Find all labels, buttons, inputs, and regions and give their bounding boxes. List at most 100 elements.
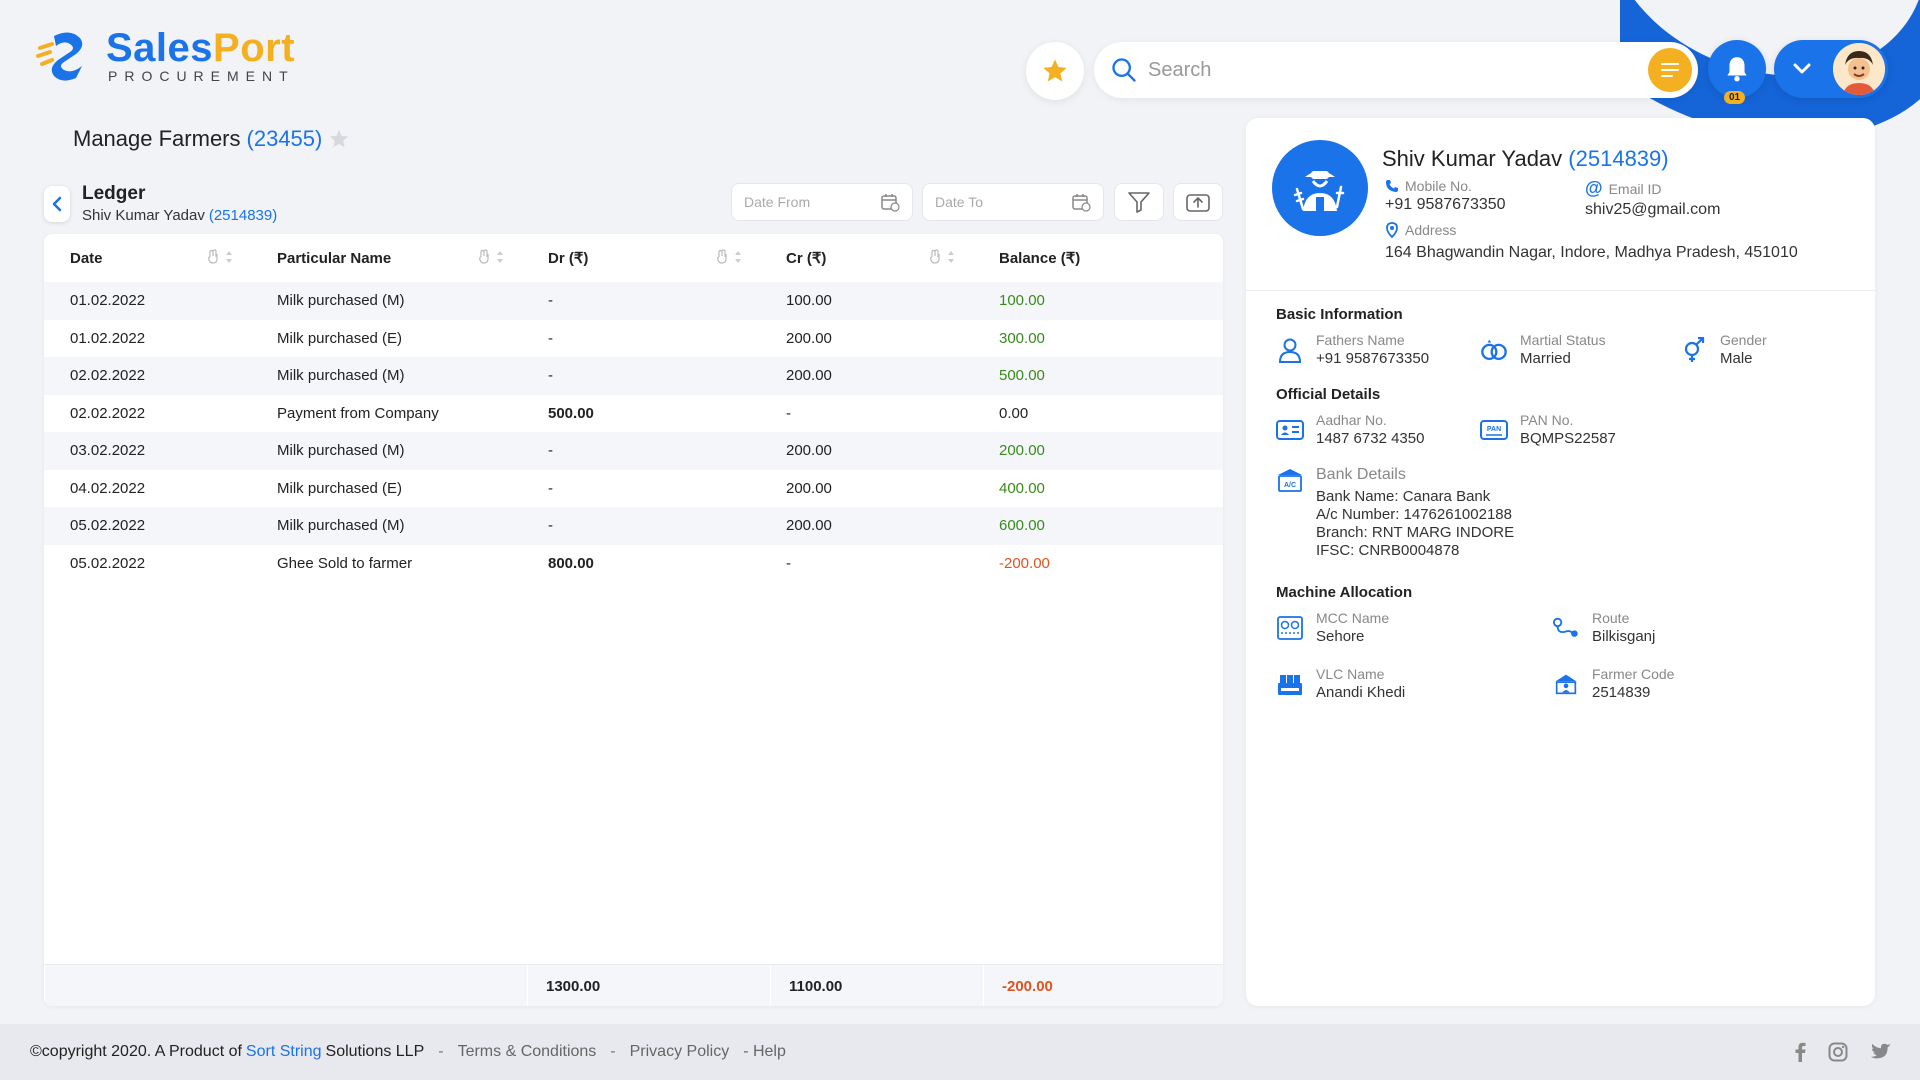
brand-subtitle: PROCUREMENT [108, 68, 295, 84]
cell-cr: 100.00 [760, 282, 973, 320]
farmer-profile-card: Shiv Kumar Yadav (2514839) Mobile No. +9… [1246, 118, 1875, 1006]
column-header-date[interactable]: Date [44, 234, 251, 282]
bank-details-lines: Bank Name: Canara Bank A/c Number: 14762… [1316, 488, 1514, 560]
calendar-icon[interactable] [1071, 192, 1091, 212]
favorites-button[interactable] [1026, 42, 1084, 100]
farmer-count: (23455) [246, 126, 323, 151]
star-outline-icon[interactable] [328, 128, 350, 150]
ledger-header: Ledger Shiv Kumar Yadav (2514839) [44, 184, 277, 224]
calendar-icon[interactable] [880, 192, 900, 212]
footer: ©copyright 2020. A Product of Sort Strin… [0, 1024, 1920, 1080]
cell-dr: - [548, 479, 553, 497]
notifications-button[interactable]: 01 [1708, 40, 1766, 104]
user-avatar[interactable] [1833, 43, 1885, 95]
star-icon [1043, 59, 1067, 82]
chevron-down-icon[interactable] [1774, 63, 1830, 75]
cell-dr: - [522, 357, 760, 395]
table-row[interactable]: 05.02.2022 Ghee Sold to farmer 800.00 - -200… [44, 545, 1223, 583]
search-icon[interactable] [1110, 56, 1138, 84]
table-row[interactable]: 02.02.2022 Milk purchased (M) -200.00 500.0… [44, 357, 1223, 395]
fathers-name-info: Fathers Name +91 9587673350 [1276, 332, 1429, 367]
menu-button[interactable] [1648, 48, 1692, 92]
cell-particular: Milk purchased (E) [277, 329, 403, 347]
column-header-particular[interactable]: Particular Name [251, 234, 522, 282]
cell-cr: - [786, 404, 791, 422]
cell-particular: Milk purchased (M) [251, 507, 522, 545]
bank-account-number: A/c Number: 1476261002188 [1316, 506, 1512, 523]
export-button[interactable] [1173, 183, 1223, 221]
search-input[interactable] [1148, 58, 1628, 82]
email-address: shiv25@gmail.com [1585, 201, 1721, 218]
column-header-balance[interactable]: Balance (₹) [999, 250, 1081, 267]
table-row[interactable]: 04.02.2022 Milk purchased (E) - 200.00 400.0… [44, 470, 1223, 508]
filter-button[interactable] [1114, 183, 1164, 221]
filter-icon [1128, 192, 1150, 213]
svg-text:PAN: PAN [1487, 426, 1501, 433]
date-to-input[interactable] [935, 194, 1055, 210]
privacy-link[interactable]: Privacy Policy [629, 1043, 730, 1060]
pan-card-icon: PAN [1480, 420, 1508, 440]
location-pin-icon [1386, 222, 1398, 238]
cell-date: 01.02.2022 [44, 282, 251, 320]
rings-icon [1481, 339, 1507, 361]
cell-dr: 800.00 [548, 554, 594, 572]
sort-icon[interactable] [716, 249, 742, 265]
sort-icon[interactable] [207, 249, 233, 265]
ledger-subtitle: Shiv Kumar Yadav (2514839) [82, 207, 277, 224]
ledger-table: Date Particular Name Dr (₹) Cr (₹) Balan… [44, 234, 1223, 582]
sort-icon[interactable] [929, 249, 955, 265]
bank-icon: A/C [1278, 469, 1302, 492]
date-from-field[interactable] [731, 183, 913, 221]
instagram-icon[interactable] [1828, 1042, 1848, 1062]
help-link[interactable]: - Help [743, 1043, 786, 1060]
table-row[interactable]: 03.02.2022 Milk purchased (M) -200.00 200.0… [44, 432, 1223, 470]
user-menu[interactable] [1774, 40, 1888, 98]
cell-dr: - [548, 329, 553, 347]
route-icon [1552, 617, 1578, 637]
mobile-number: +91 9587673350 [1385, 196, 1506, 213]
table-row[interactable]: 01.02.2022 Milk purchased (M) -100.00 100.0… [44, 282, 1223, 320]
address-info: Address 164 Bhagwandin Nagar, Indore, Ma… [1385, 222, 1798, 261]
table-row[interactable]: 01.02.2022 Milk purchased (E) - 200.00 300.0… [44, 320, 1223, 358]
page-title-text: Manage Farmers [73, 126, 241, 151]
ledger-table-card: Date Particular Name Dr (₹) Cr (₹) Balan… [44, 234, 1223, 1006]
cell-balance: 100.00 [973, 282, 1223, 320]
cell-cr: 200.00 [786, 479, 832, 497]
cell-date: 01.02.2022 [70, 329, 146, 347]
farmer-avatar [1272, 140, 1368, 236]
brand-logo[interactable]: SalesPort PROCUREMENT [36, 26, 295, 86]
cell-balance: 400.00 [999, 479, 1045, 497]
totals-row: 1300.00 1100.00 -200.00 [44, 964, 1223, 1006]
at-icon: @ [1585, 178, 1603, 198]
table-row[interactable]: 02.02.2022 Payment from Company 500.00 - 0.0… [44, 395, 1223, 433]
table-header-row: Date Particular Name Dr (₹) Cr (₹) Balan… [44, 234, 1223, 282]
gender-icon [1684, 337, 1705, 362]
marital-status: Married [1520, 350, 1571, 367]
cell-particular: Milk purchased (E) [277, 479, 403, 497]
column-header-cr[interactable]: Cr (₹) [760, 234, 973, 282]
gender-info: Gender Male [1680, 332, 1767, 367]
notification-count-badge: 01 [1724, 91, 1746, 104]
search-bar [1094, 42, 1698, 98]
gender: Male [1720, 350, 1753, 367]
mcc-name: Sehore [1316, 628, 1365, 645]
copyright-text: ©copyright 2020. A Product of [30, 1043, 242, 1060]
ledger-farmer-name: Shiv Kumar Yadav [82, 207, 205, 224]
column-header-dr[interactable]: Dr (₹) [522, 234, 760, 282]
table-row[interactable]: 05.02.2022 Milk purchased (M) -200.00 600.0… [44, 507, 1223, 545]
ledger-table-body: 01.02.2022 Milk purchased (M) -100.00 100.0… [44, 282, 1223, 582]
date-to-field[interactable] [922, 183, 1104, 221]
date-from-input[interactable] [744, 194, 864, 210]
salesport-logo-icon [36, 26, 96, 86]
page-title: Manage Farmers (23455) [73, 126, 350, 152]
phone-icon [1386, 180, 1398, 192]
company-link[interactable]: Sort String [245, 1043, 322, 1060]
terms-link[interactable]: Terms & Conditions [457, 1043, 597, 1060]
sort-icon[interactable] [478, 249, 504, 265]
facebook-icon[interactable] [1794, 1042, 1806, 1062]
back-button[interactable] [44, 186, 70, 222]
twitter-icon[interactable] [1870, 1043, 1892, 1061]
cell-balance: -200.00 [999, 554, 1050, 572]
id-card-icon [1276, 420, 1304, 440]
svg-text:A/C: A/C [1284, 482, 1296, 489]
